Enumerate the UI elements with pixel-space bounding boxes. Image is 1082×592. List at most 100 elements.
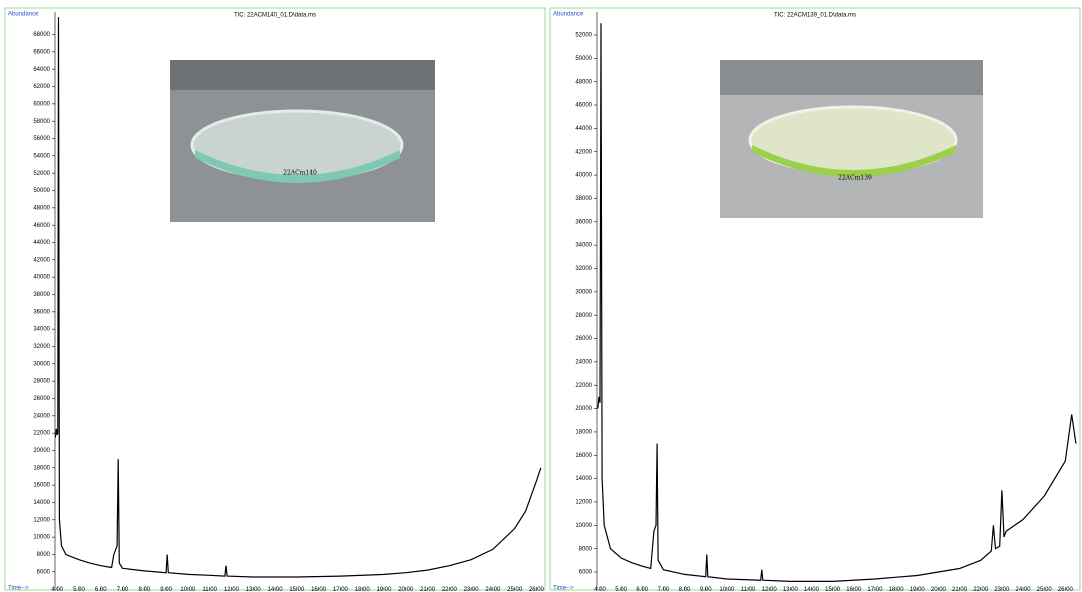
x-axis-label: Time--> [553, 586, 574, 592]
y-tick-label: 20000 [575, 406, 592, 412]
y-tick-label: 14000 [33, 500, 50, 506]
x-tick-label: 8.00 [679, 587, 691, 592]
x-tick-label: 17.00 [867, 587, 883, 592]
y-tick-label: 52000 [575, 33, 592, 39]
y-tick-label: 68000 [33, 32, 50, 38]
x-tick-label: 26.00 [1058, 587, 1074, 592]
x-tick-label: 13.00 [246, 587, 262, 592]
x-tick-label: 18.00 [355, 587, 371, 592]
chromatogram-line [55, 17, 542, 578]
y-tick-label: 8000 [37, 552, 51, 558]
y-tick-label: 6000 [579, 570, 593, 576]
y-tick-label: 28000 [575, 313, 592, 319]
y-tick-label: 26000 [575, 336, 592, 342]
x-tick-label: 14.00 [804, 587, 820, 592]
x-tick-label: 12.00 [224, 587, 240, 592]
y-tick-label: 62000 [33, 84, 50, 90]
x-tick-label: 7.00 [658, 587, 670, 592]
y-tick-label: 64000 [33, 67, 50, 73]
y-tick-label: 24000 [575, 359, 592, 365]
x-tick-label: 9.00 [160, 587, 172, 592]
x-tick-label: 19.00 [910, 587, 926, 592]
x-tick-label: 6.00 [636, 587, 648, 592]
x-tick-label: 5.00 [615, 587, 627, 592]
x-tick-label: 25.00 [1037, 587, 1053, 592]
x-tick-label: 10.00 [180, 587, 196, 592]
y-tick-label: 6000 [37, 569, 51, 575]
inset-photo [170, 60, 435, 222]
x-tick-label: 7.00 [117, 587, 129, 592]
y-tick-label: 22000 [575, 383, 592, 389]
inset-photo [720, 60, 983, 218]
x-tick-label: 25.00 [507, 587, 523, 592]
y-tick-label: 46000 [575, 103, 592, 109]
x-tick-label: 18.00 [889, 587, 905, 592]
y-tick-label: 16000 [33, 483, 50, 489]
x-tick-label: 24.00 [1015, 587, 1031, 592]
x-tick-label: 20.00 [398, 587, 414, 592]
y-tick-label: 22000 [33, 431, 50, 437]
x-tick-label: 17.00 [333, 587, 349, 592]
inset-label: 22ACm139 [838, 175, 872, 182]
y-tick-label: 58000 [33, 119, 50, 125]
y-tick-label: 38000 [33, 292, 50, 298]
y-tick-label: 24000 [33, 413, 50, 419]
y-tick-label: 42000 [575, 149, 592, 155]
x-tick-label: 13.00 [783, 587, 799, 592]
y-tick-label: 30000 [33, 361, 50, 367]
x-tick-label: 16.00 [311, 587, 327, 592]
y-tick-label: 8000 [579, 546, 593, 552]
x-tick-label: 6.00 [95, 587, 107, 592]
x-tick-label: 12.00 [762, 587, 778, 592]
x-tick-label: 11.00 [202, 587, 217, 592]
y-tick-label: 48000 [33, 205, 50, 211]
y-axis-label: Abundance [553, 12, 584, 18]
x-tick-label: 11.00 [741, 587, 756, 592]
y-tick-label: 36000 [33, 309, 50, 315]
y-tick-label: 10000 [33, 535, 50, 541]
y-tick-label: 38000 [575, 196, 592, 202]
y-tick-label: 34000 [33, 327, 50, 333]
y-tick-label: 30000 [575, 289, 592, 295]
x-tick-label: 16.00 [846, 587, 862, 592]
y-tick-label: 60000 [33, 101, 50, 107]
y-tick-label: 40000 [575, 173, 592, 179]
x-tick-label: 20.00 [931, 587, 947, 592]
y-tick-label: 32000 [575, 266, 592, 272]
x-tick-label: 5.00 [73, 587, 85, 592]
y-tick-label: 10000 [575, 523, 592, 529]
y-tick-label: 14000 [575, 476, 592, 482]
y-tick-label: 32000 [33, 344, 50, 350]
x-tick-label: 10.00 [719, 587, 735, 592]
x-tick-label: 15.00 [825, 587, 841, 592]
y-tick-label: 16000 [575, 453, 592, 459]
x-tick-label: 21.00 [420, 587, 436, 592]
inset-label: 22ACm140 [283, 170, 317, 177]
x-tick-label: 23.00 [994, 587, 1010, 592]
x-tick-label: 26.00 [529, 587, 545, 592]
y-tick-label: 50000 [33, 188, 50, 194]
y-tick-label: 54000 [33, 153, 50, 159]
x-tick-label: 15.00 [289, 587, 305, 592]
y-tick-label: 12000 [575, 500, 592, 506]
x-tick-label: 19.00 [376, 587, 392, 592]
x-tick-label: 21.00 [952, 587, 968, 592]
x-tick-label: 24.00 [485, 587, 501, 592]
y-tick-label: 28000 [33, 379, 50, 385]
y-tick-label: 26000 [33, 396, 50, 402]
y-tick-label: 44000 [575, 126, 592, 132]
y-tick-label: 44000 [33, 240, 50, 246]
y-tick-label: 40000 [33, 275, 50, 281]
y-tick-label: 36000 [575, 219, 592, 225]
x-tick-label: 4.00 [594, 587, 606, 592]
y-tick-label: 52000 [33, 171, 50, 177]
y-tick-label: 46000 [33, 223, 50, 229]
y-tick-label: 50000 [575, 56, 592, 62]
chart-title: TIC: 22ACM139_01.D\data.ms [774, 13, 856, 19]
x-tick-label: 4.00 [51, 587, 63, 592]
y-tick-label: 42000 [33, 257, 50, 263]
y-tick-label: 56000 [33, 136, 50, 142]
x-tick-label: 22.00 [973, 587, 989, 592]
y-tick-label: 12000 [33, 517, 50, 523]
